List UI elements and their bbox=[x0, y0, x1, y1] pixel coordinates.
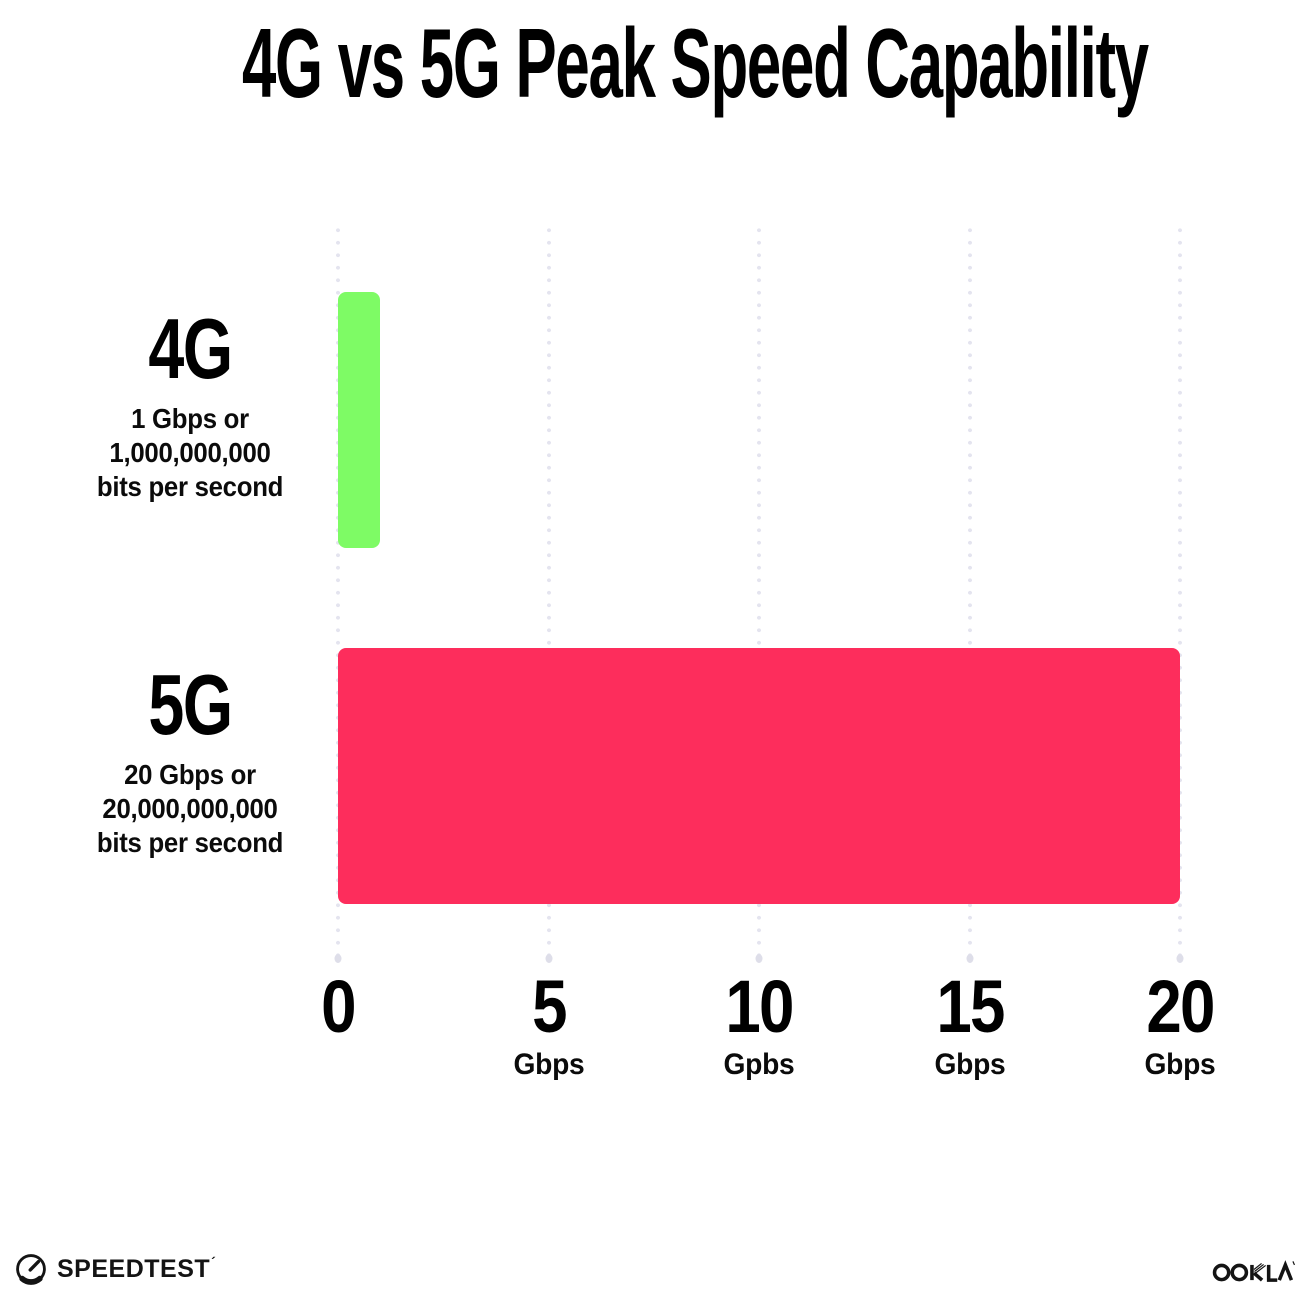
gridline bbox=[966, 222, 973, 955]
speedtest-trademark: ´ bbox=[211, 1254, 217, 1270]
category-desc-line: bits per second bbox=[96, 471, 284, 502]
category-name-4g: 4G bbox=[148, 302, 233, 397]
x-tick-value: 0 bbox=[321, 965, 356, 1048]
x-tick: 5 Gbps bbox=[429, 968, 669, 1082]
x-tick: 20 Gbps bbox=[1060, 968, 1300, 1082]
plot-area bbox=[335, 222, 1183, 955]
category-description-5g: 20 Gbps or 20,000,000,000 bits per secon… bbox=[43, 758, 337, 860]
x-tick-value: 10 bbox=[725, 965, 794, 1048]
bar-4g bbox=[338, 292, 381, 548]
category-desc-line: 1 Gbps or bbox=[131, 403, 249, 434]
category-description-4g: 1 Gbps or 1,000,000,000 bits per second bbox=[43, 402, 337, 504]
category-desc-line: 20 Gbps or bbox=[124, 759, 256, 790]
x-tick-value: 15 bbox=[935, 965, 1005, 1048]
speedtest-wordmark: SPEEDTEST´ bbox=[57, 1254, 217, 1283]
category-desc-line: 1,000,000,000 bbox=[109, 437, 271, 468]
category-desc-line: bits per second bbox=[96, 827, 284, 858]
x-tick-value: 5 bbox=[531, 965, 567, 1048]
gridline bbox=[756, 222, 762, 955]
gridline bbox=[335, 222, 341, 955]
gridline bbox=[1177, 222, 1183, 955]
gridline bbox=[545, 222, 552, 955]
x-tick-unit: Gpbs bbox=[723, 1048, 795, 1081]
ookla-logo bbox=[1212, 1258, 1298, 1284]
gauge-icon bbox=[14, 1252, 48, 1286]
bar-5g bbox=[338, 648, 1180, 904]
speedtest-logo: SPEEDTEST´ bbox=[14, 1252, 216, 1286]
x-tick: 0 bbox=[218, 968, 458, 1046]
category-desc-line: 20,000,000,000 bbox=[102, 793, 278, 824]
x-tick-unit: Gbps bbox=[934, 1048, 1005, 1081]
x-tick: 10 Gpbs bbox=[639, 968, 879, 1082]
x-tick: 15 Gbps bbox=[850, 968, 1090, 1082]
category-label-4g: 4G 1 Gbps or 1,000,000,000 bits per seco… bbox=[30, 306, 350, 504]
category-label-5g: 5G 20 Gbps or 20,000,000,000 bits per se… bbox=[30, 662, 350, 860]
x-tick-unit: Gbps bbox=[513, 1048, 584, 1081]
category-name-5g: 5G bbox=[148, 658, 233, 753]
chart-title: 4G vs 5G Peak Speed Capability bbox=[241, 8, 1149, 118]
x-tick-unit: Gbps bbox=[1144, 1048, 1216, 1081]
x-tick-value: 20 bbox=[1146, 965, 1215, 1048]
